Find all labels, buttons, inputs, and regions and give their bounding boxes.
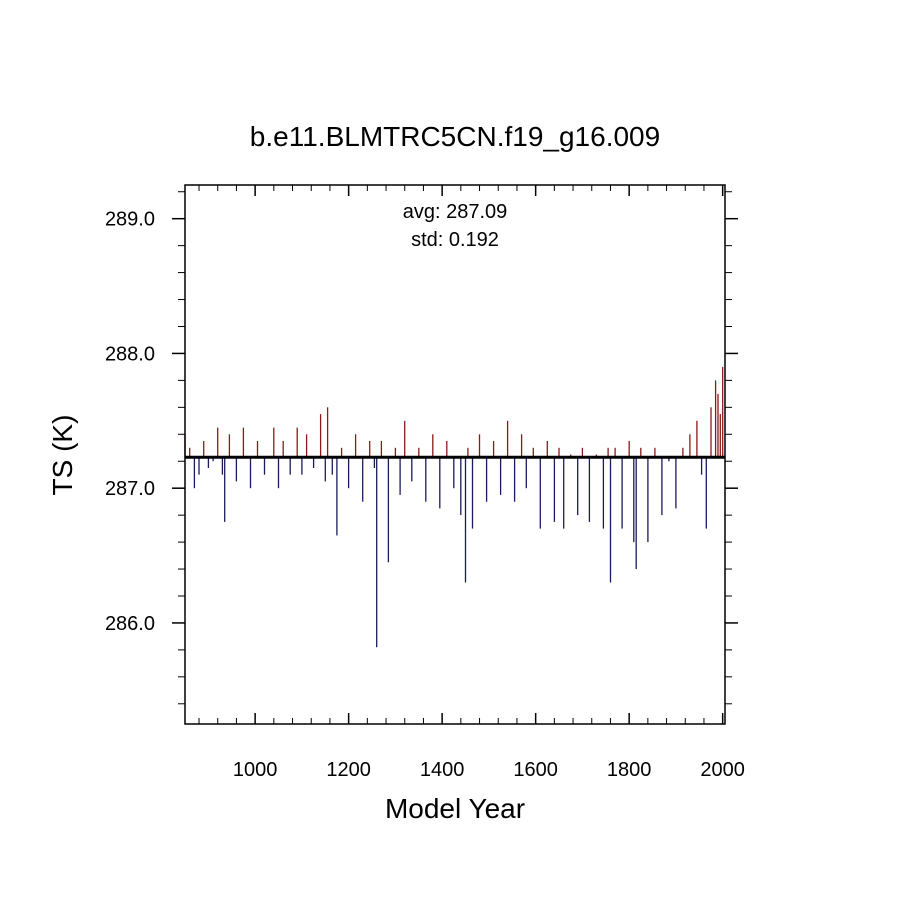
chart-title: b.e11.BLMTRC5CN.f19_g16.009: [250, 121, 660, 152]
ticks-group: 1000 1200 1400 1600 1800 2000 286.0 287.0 288.0 2…: [105, 185, 745, 781]
x-tick-label: 1800: [607, 759, 652, 781]
y-axis-title: TS (K): [47, 415, 78, 496]
std-annotation: std: 0.192: [411, 229, 499, 251]
x-tick-label: 1200: [326, 759, 371, 781]
x-tick-label: 1600: [513, 759, 558, 781]
y-tick-label: 287.0: [105, 478, 155, 500]
y-tick-label: 289.0: [105, 209, 155, 231]
plot-frame: [184, 184, 726, 725]
y-tick-label: 286.0: [105, 613, 155, 635]
x-tick-label: 1000: [233, 759, 278, 781]
bars-group: [184, 366, 724, 648]
x-axis-title: Model Year: [385, 793, 525, 824]
avg-annotation: avg: 287.09: [403, 201, 508, 223]
x-tick-label: 1400: [420, 759, 465, 781]
x-tick-label: 2000: [700, 759, 745, 781]
y-tick-label: 288.0: [105, 343, 155, 365]
